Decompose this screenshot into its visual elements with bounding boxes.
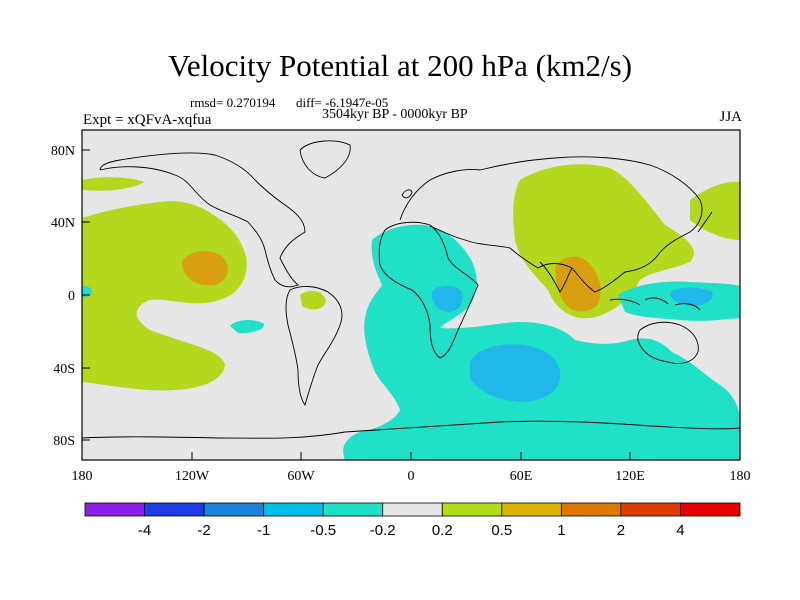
colorbar-swatch (322, 502, 384, 517)
season-label: JJA (719, 109, 742, 125)
colorbar-swatch (84, 502, 145, 517)
india-coast (539, 261, 573, 293)
japan-coast (697, 211, 713, 233)
positive-anomaly-regions (82, 164, 740, 391)
greenland-coast (299, 140, 351, 179)
uk-coast (401, 189, 413, 199)
indonesia-coast (609, 297, 701, 311)
colorbar: -4 -2 -1 -0.5 -0.2 0.2 0.5 1 2 4 (84, 502, 741, 539)
lon-tick-label: 120E (615, 469, 645, 484)
lat-tick-label: 80S (53, 434, 75, 449)
south-america-coast (285, 286, 343, 407)
lon-tick-label: 60E (510, 469, 533, 484)
colorbar-label: -0.2 (370, 522, 396, 539)
period-label: 3504kyr BP - 0000kyr BP (322, 107, 468, 122)
rmsd-label: rmsd= 0.270194 (190, 95, 276, 110)
north-america-coast (99, 152, 306, 288)
continent-outlines (82, 140, 740, 439)
experiment-label: Expt = xQFvA-xqfua (83, 112, 212, 128)
colorbar-label: 0.5 (491, 522, 512, 539)
lat-tick-label: 0 (68, 289, 75, 304)
colorbar-swatch (203, 502, 265, 517)
africa-blue-core (431, 285, 463, 312)
pacific-positive-region (82, 201, 247, 391)
southern-indian-blue-core (470, 344, 561, 402)
colorbar-swatch (620, 502, 681, 517)
lon-tick-label: 0 (408, 469, 415, 484)
plot-title: Velocity Potential at 200 hPa (km2/s) (167, 48, 633, 83)
antarctica-coast (82, 420, 740, 439)
colorbar-swatch (144, 502, 205, 517)
colorbar-label: -2 (197, 522, 210, 539)
africa-coast (378, 221, 479, 359)
colorbar-label: -4 (138, 522, 151, 539)
colorbar-label: -1 (257, 522, 270, 539)
australia-coast (637, 321, 699, 364)
lat-tick-label: 40S (53, 362, 75, 377)
asia-orange-core (555, 256, 601, 312)
pacific-orange-core (182, 250, 228, 286)
colorbar-label: 2 (617, 522, 625, 539)
colorbar-label: 1 (557, 522, 565, 539)
eurasia-coast (399, 156, 703, 293)
colorbar-swatch (263, 502, 324, 517)
lon-tick-label: 60W (287, 469, 315, 484)
south-america-positive-region (300, 290, 326, 310)
colorbar-swatch (382, 502, 443, 517)
lon-tick-label: 180 (72, 469, 93, 484)
colorbar-swatch (560, 502, 622, 517)
lon-tick-label: 180 (730, 469, 751, 484)
longitude-axis: 180 120W 60W 0 60E 120E 180 (72, 452, 751, 484)
diff-label: diff= -6.1947e-05 (296, 95, 389, 110)
arctic-positive-region (82, 177, 145, 191)
colorbar-swatch (680, 502, 741, 517)
colorbar-label: 0.2 (432, 522, 453, 539)
negative-anomaly-regions (82, 224, 740, 460)
latitude-axis: 80N 40N 0 40S 80S (51, 144, 90, 449)
lat-tick-label: 40N (51, 216, 75, 231)
colorbar-swatch (501, 502, 562, 517)
colorbar-label: -0.5 (310, 522, 336, 539)
colorbar-swatch (441, 502, 503, 517)
africa-indian-negative-region (343, 224, 740, 460)
colorbar-label: 4 (676, 522, 684, 539)
lat-tick-label: 80N (51, 144, 75, 159)
atlantic-edge-negative-region (82, 285, 92, 298)
lon-tick-label: 120W (175, 469, 210, 484)
west-pacific-blue-core (670, 287, 713, 306)
atlantic-small-negative-region (230, 320, 265, 334)
